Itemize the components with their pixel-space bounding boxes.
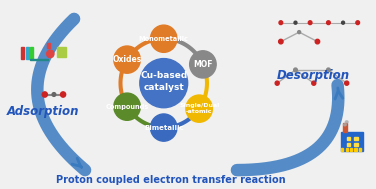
Polygon shape (164, 37, 205, 65)
Ellipse shape (345, 121, 348, 123)
Text: Single/Dual
-atomic: Single/Dual -atomic (179, 103, 219, 114)
Polygon shape (125, 106, 164, 130)
Ellipse shape (298, 31, 301, 34)
Bar (30, 59, 49, 60)
Ellipse shape (308, 21, 312, 25)
Ellipse shape (345, 81, 349, 85)
Polygon shape (164, 107, 201, 130)
Text: MOF: MOF (193, 60, 213, 69)
Text: Adsorption: Adsorption (7, 105, 79, 118)
Ellipse shape (114, 46, 140, 73)
Bar (347, 143, 350, 146)
Ellipse shape (47, 50, 54, 58)
Text: Monometallic: Monometallic (139, 36, 189, 42)
Ellipse shape (327, 21, 330, 25)
Bar (359, 148, 361, 151)
Ellipse shape (114, 93, 140, 120)
Ellipse shape (275, 81, 279, 85)
Text: Oxides: Oxides (112, 55, 142, 64)
Bar (355, 148, 356, 151)
Ellipse shape (294, 68, 297, 72)
Ellipse shape (190, 51, 216, 78)
Ellipse shape (186, 95, 212, 122)
Bar (26, 47, 29, 59)
Bar (21, 47, 24, 59)
Ellipse shape (61, 92, 66, 97)
Bar (354, 137, 358, 140)
Ellipse shape (344, 124, 346, 126)
Bar (57, 47, 66, 57)
Text: Desorption: Desorption (277, 69, 350, 82)
Bar (350, 148, 352, 151)
Ellipse shape (341, 21, 344, 24)
Ellipse shape (279, 21, 283, 25)
Ellipse shape (294, 21, 297, 24)
Polygon shape (125, 37, 164, 61)
Bar (346, 148, 348, 151)
Ellipse shape (150, 25, 177, 52)
Bar (341, 148, 343, 151)
Ellipse shape (150, 114, 177, 141)
Ellipse shape (356, 21, 359, 25)
Text: Proton coupled electron transfer reaction: Proton coupled electron transfer reactio… (56, 175, 286, 184)
Text: Cu-based
catalyst: Cu-based catalyst (140, 71, 187, 92)
Ellipse shape (315, 39, 320, 44)
Polygon shape (118, 59, 129, 108)
Ellipse shape (327, 68, 330, 72)
Bar (354, 143, 358, 146)
Ellipse shape (279, 39, 283, 44)
Ellipse shape (42, 92, 47, 97)
Text: Compounds: Compounds (105, 104, 149, 110)
Bar (47, 43, 50, 48)
Ellipse shape (52, 93, 56, 96)
Bar (341, 132, 363, 151)
Text: Bimetallic: Bimetallic (144, 125, 183, 131)
Polygon shape (197, 64, 209, 110)
Ellipse shape (140, 59, 188, 108)
Bar (30, 47, 33, 59)
Bar (343, 123, 347, 132)
Bar (347, 137, 350, 140)
Ellipse shape (312, 81, 316, 85)
